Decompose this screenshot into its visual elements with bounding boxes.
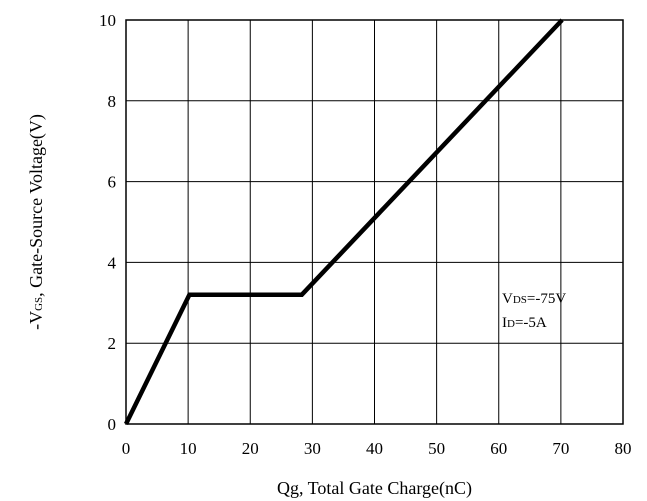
y-tick-labels: 0 2 4 6 8 10 xyxy=(99,11,117,434)
x-tick-label-40: 40 xyxy=(366,439,383,458)
series-layer xyxy=(123,18,564,425)
y-tick-label-0: 0 xyxy=(108,415,117,434)
y-axis-title-subscript: GS xyxy=(33,297,45,311)
annotation-vds: VDS=-75V xyxy=(502,291,566,307)
x-tick-label-60: 60 xyxy=(490,439,507,458)
annotation-id: ID=-5A xyxy=(502,315,547,331)
x-tick-label-20: 20 xyxy=(242,439,259,458)
x-axis-title: Qg, Total Gate Charge(nC) xyxy=(277,478,472,499)
x-tick-labels: 0 10 20 30 40 50 60 70 80 xyxy=(122,439,632,458)
y-tick-label-4: 4 xyxy=(108,253,117,272)
x-tick-label-0: 0 xyxy=(122,439,131,458)
y-axis-title-prefix: -V xyxy=(26,311,46,330)
y-tick-label-8: 8 xyxy=(108,92,117,111)
annotation-id-subscript: D xyxy=(507,318,515,330)
grid-lines xyxy=(126,20,623,424)
annotation-vds-subscript: DS xyxy=(513,294,527,306)
x-tick-label-10: 10 xyxy=(180,439,197,458)
annotation-id-prefix: I xyxy=(502,315,507,331)
y-tick-label-6: 6 xyxy=(108,173,117,192)
annotation-vds-suffix: =-75V xyxy=(527,291,566,307)
annotation-id-suffix: =-5A xyxy=(515,315,547,331)
x-tick-label-50: 50 xyxy=(428,439,445,458)
x-tick-label-70: 70 xyxy=(552,439,569,458)
y-tick-label-2: 2 xyxy=(108,334,117,353)
x-tick-label-30: 30 xyxy=(304,439,321,458)
x-tick-label-80: 80 xyxy=(615,439,632,458)
series-line-0 xyxy=(123,18,564,425)
y-tick-label-10: 10 xyxy=(99,11,116,30)
y-axis-title: -VGS, Gate-Source Voltage(V) xyxy=(26,114,47,330)
y-axis-title-suffix: , Gate-Source Voltage(V) xyxy=(26,114,47,297)
plot-frame xyxy=(125,19,624,425)
annotation-vds-prefix: V xyxy=(502,291,513,307)
